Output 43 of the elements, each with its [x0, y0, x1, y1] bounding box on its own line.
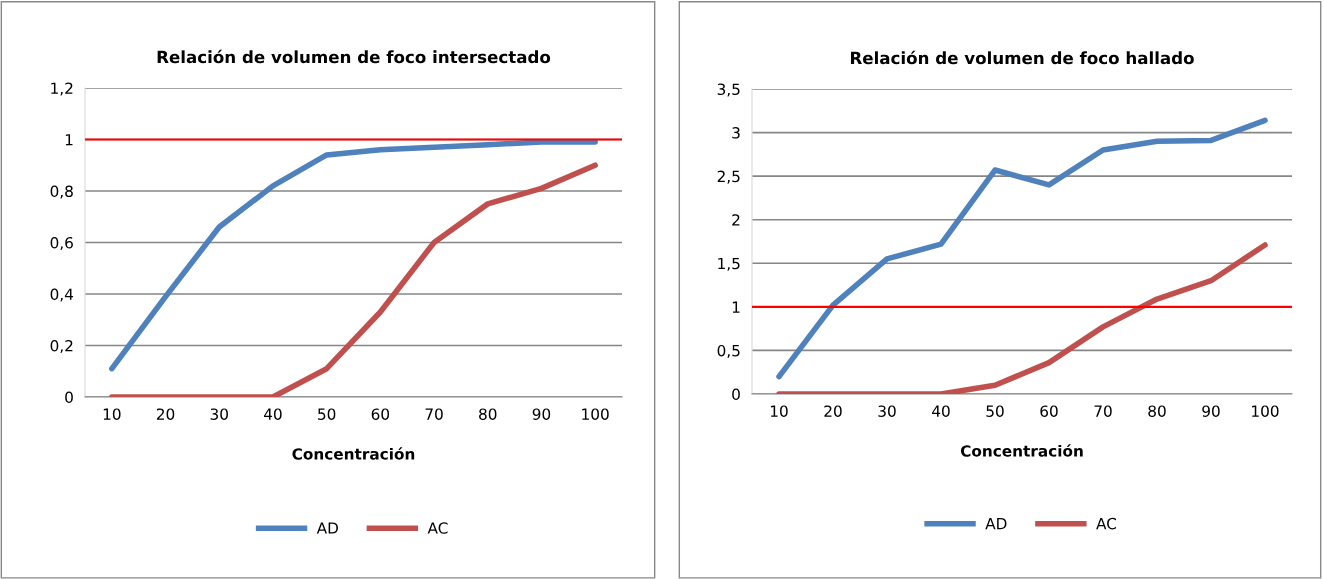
x-tick-label: 90 [1202, 405, 1220, 417]
chart-title: Relación de volumen de foco hallado [850, 50, 1194, 65]
x-tick-label: 30 [878, 405, 896, 417]
y-tick-label: 3 [732, 127, 740, 139]
chart-title: Relación de volumen de foco intersectado [157, 49, 551, 64]
x-axis-title: Concentración [292, 447, 415, 460]
x-tick-label: 50 [318, 408, 336, 420]
y-tick-label: 0 [65, 391, 73, 404]
x-tick-label: 80 [479, 408, 497, 420]
x-tick-label: 10 [103, 408, 121, 420]
x-tick-label: 90 [532, 408, 551, 420]
y-tick-label: 1 [65, 134, 73, 146]
x-tick-label: 100 [582, 408, 609, 420]
y-tick-label: 1,5 [718, 257, 740, 271]
legend-label: AC [427, 522, 448, 534]
y-tick-label: 3,5 [717, 83, 740, 97]
legend-label: AD [985, 518, 1007, 530]
x-tick-label: 20 [156, 408, 175, 420]
x-tick-label: 80 [1148, 405, 1166, 417]
x-tick-label: 10 [770, 405, 788, 417]
x-tick-label: 40 [932, 405, 950, 417]
legend-label: AD [316, 522, 338, 534]
y-tick-label: 1 [732, 301, 740, 313]
x-axis-title: Concentración [960, 444, 1083, 457]
y-tick-label: 0,8 [50, 185, 73, 199]
x-tick-label: 40 [263, 408, 282, 420]
x-tick-label: 60 [371, 408, 390, 420]
y-tick-label: 2,5 [717, 170, 740, 184]
x-tick-label: 70 [1094, 405, 1112, 417]
y-tick-label: 0,6 [50, 236, 73, 251]
y-tick-label: 2 [732, 214, 740, 226]
x-tick-label: 70 [425, 408, 443, 420]
y-tick-label: 0,2 [50, 339, 73, 354]
x-tick-label: 30 [210, 408, 228, 420]
y-tick-label: 0,5 [717, 344, 740, 359]
y-tick-label: 0,4 [50, 288, 74, 302]
y-tick-label: 0 [732, 388, 740, 401]
x-tick-label: 20 [824, 405, 842, 417]
x-tick-label: 60 [1040, 405, 1058, 417]
x-tick-label: 50 [986, 405, 1004, 417]
y-tick-label: 1,2 [51, 82, 73, 96]
x-tick-label: 100 [1252, 405, 1279, 417]
legend-label: AC [1096, 517, 1117, 530]
